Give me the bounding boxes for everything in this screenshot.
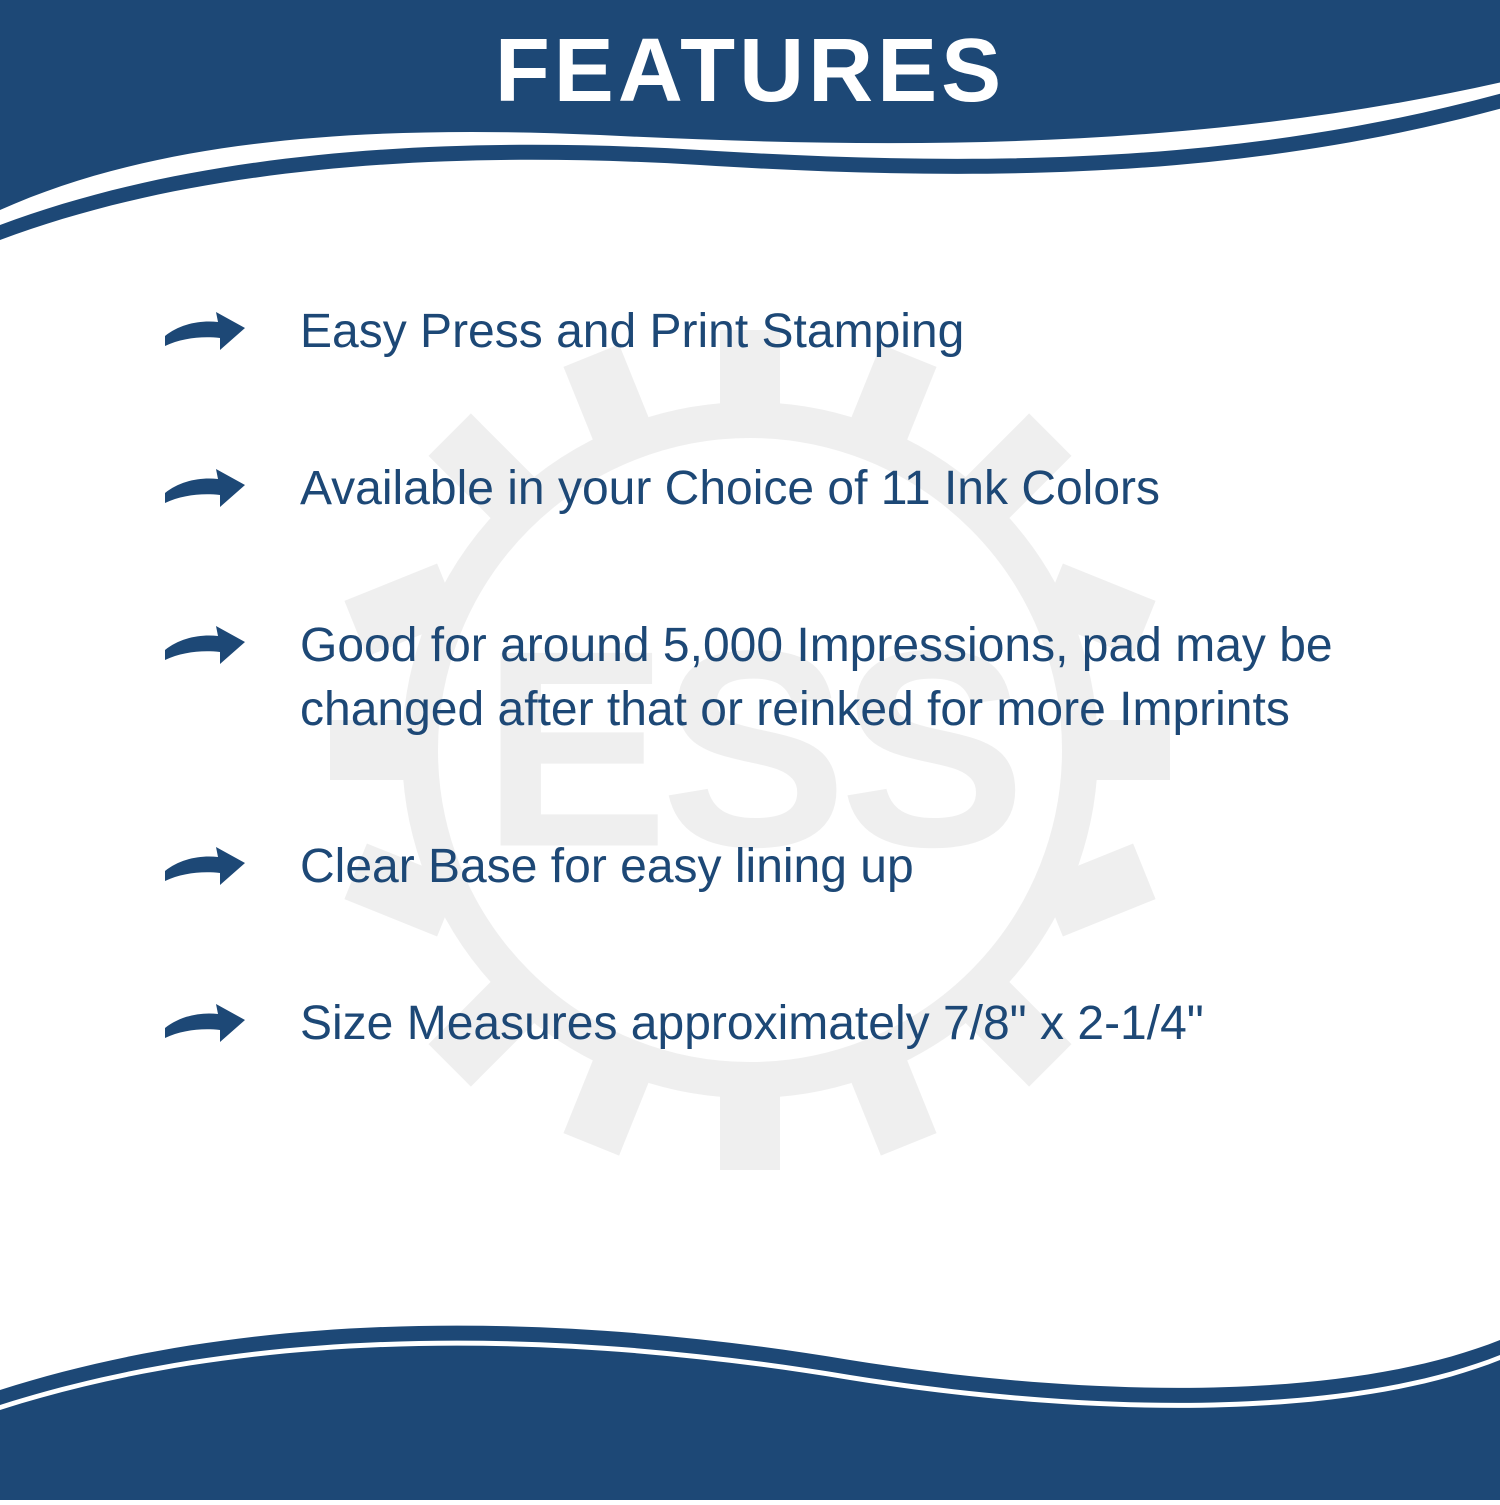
feature-text: Clear Base for easy lining up: [300, 835, 914, 900]
feature-list: Easy Press and Print Stamping Available …: [160, 300, 1380, 1149]
arrow-right-icon: [160, 841, 250, 891]
list-item: Easy Press and Print Stamping: [160, 300, 1380, 365]
feature-text: Easy Press and Print Stamping: [300, 300, 964, 365]
list-item: Good for around 5,000 Impressions, pad m…: [160, 614, 1380, 744]
arrow-right-icon: [160, 463, 250, 513]
arrow-right-icon: [160, 998, 250, 1048]
list-item: Size Measures approximately 7/8" x 2-1/4…: [160, 992, 1380, 1057]
feature-text: Available in your Choice of 11 Ink Color…: [300, 457, 1160, 522]
list-item: Available in your Choice of 11 Ink Color…: [160, 457, 1380, 522]
arrow-right-icon: [160, 620, 250, 670]
arrow-right-icon: [160, 306, 250, 356]
header-band: FEATURES: [0, 0, 1500, 240]
footer-band: [0, 1320, 1500, 1500]
feature-text: Good for around 5,000 Impressions, pad m…: [300, 614, 1380, 744]
list-item: Clear Base for easy lining up: [160, 835, 1380, 900]
feature-text: Size Measures approximately 7/8" x 2-1/4…: [300, 992, 1204, 1057]
page-title: FEATURES: [0, 20, 1500, 123]
